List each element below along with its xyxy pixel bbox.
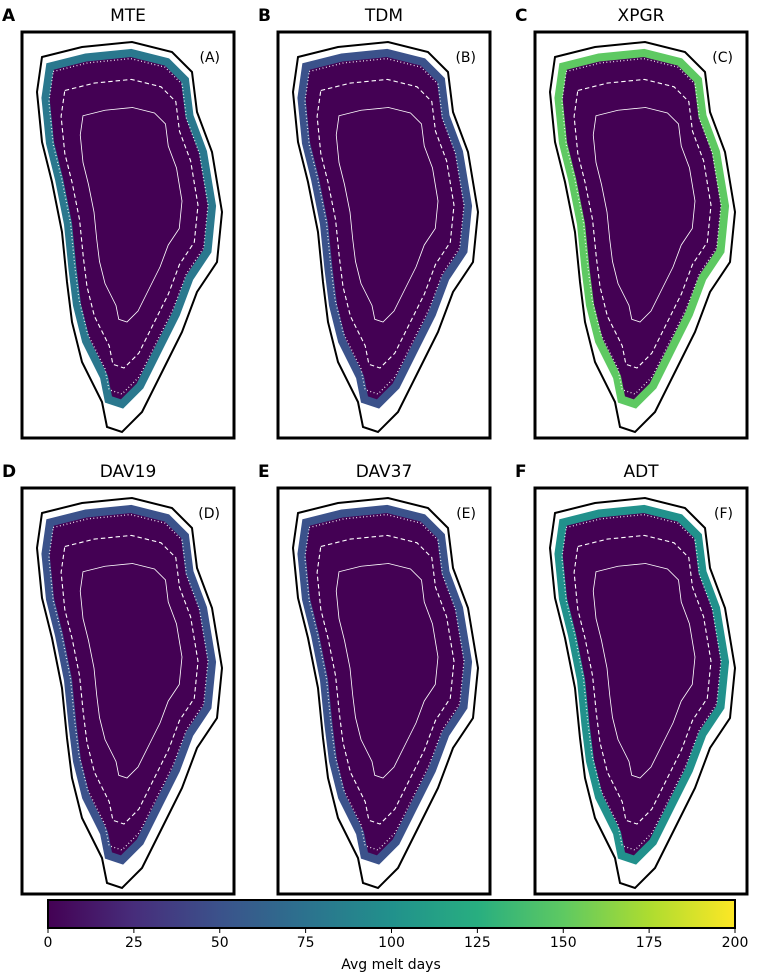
panel-letter: A (2, 6, 16, 26)
panel-label: (E) (456, 506, 476, 522)
panel-letter: B (258, 6, 271, 26)
colorbar-label: Avg melt days (341, 957, 441, 973)
panel-label: (F) (714, 506, 733, 522)
tick-label: 25 (125, 935, 143, 951)
panel-letter: F (515, 462, 527, 482)
tick-label: 75 (297, 935, 315, 951)
panel-title: XPGR (618, 6, 665, 26)
panel-letter: E (258, 462, 270, 482)
panel-label: (B) (455, 50, 476, 66)
panel-letter: C (515, 6, 527, 26)
panel-title: DAV37 (356, 462, 413, 482)
panel-title: DAV19 (100, 462, 157, 482)
tick-label: 150 (550, 935, 577, 951)
tick-label: 125 (464, 935, 491, 951)
panel-label: (C) (712, 50, 733, 66)
tick-label: 50 (211, 935, 229, 951)
tick-label: 0 (44, 935, 53, 951)
panel-label: (A) (199, 50, 220, 66)
panel-label: (D) (198, 506, 220, 522)
tick-label: 100 (378, 935, 405, 951)
panel-title: TDM (364, 6, 403, 26)
panel-title: ADT (623, 462, 659, 482)
tick-label: 175 (636, 935, 663, 951)
panel-title: MTE (110, 6, 146, 26)
panel-letter: D (2, 462, 16, 482)
colorbar (47, 899, 736, 929)
tick-label: 200 (722, 935, 749, 951)
